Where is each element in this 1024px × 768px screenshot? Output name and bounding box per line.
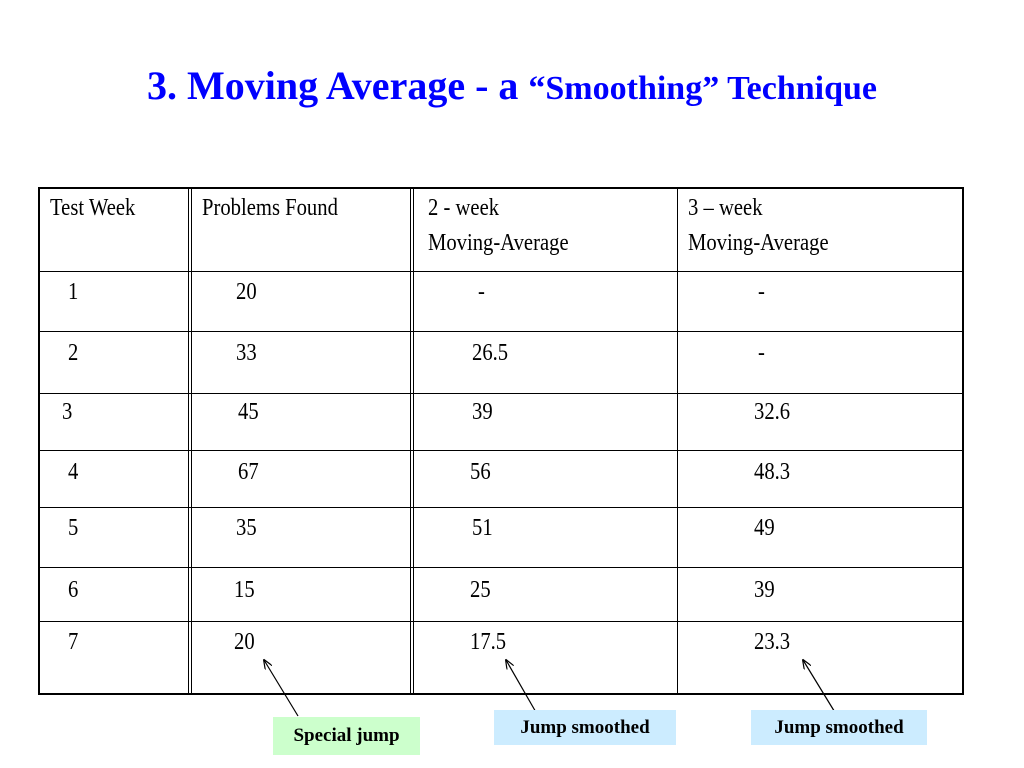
cell-2-week-avg: 26.5	[472, 340, 509, 366]
row-divider	[40, 331, 962, 332]
jump-smoothed-callout-3-week: Jump smoothed	[751, 710, 927, 745]
cell-problems: 20	[236, 279, 257, 305]
column-divider	[410, 189, 414, 693]
cell-problems: 45	[238, 399, 259, 425]
jump-smoothed-callout-2-week: Jump smoothed	[494, 710, 676, 745]
special-jump-callout: Special jump	[273, 717, 420, 755]
row-divider	[40, 621, 962, 622]
cell-3-week-avg: 48.3	[754, 459, 791, 485]
header-3-week-moving-average: 3 – week Moving-Average	[688, 195, 829, 256]
cell-2-week-avg: 17.5	[470, 629, 507, 655]
cell-3-week-avg: -	[758, 340, 765, 366]
column-divider	[677, 189, 678, 693]
cell-problems: 33	[236, 340, 257, 366]
column-divider	[188, 189, 192, 693]
cell-3-week-avg: 39	[754, 577, 775, 603]
cell-3-week-avg: 49	[754, 515, 775, 541]
cell-2-week-avg: 51	[472, 515, 493, 541]
cell-3-week-avg: -	[758, 279, 765, 305]
cell-3-week-avg: 23.3	[754, 629, 791, 655]
header-test-week: Test Week	[50, 195, 136, 221]
slide-title-sub: “Smoothing” Technique	[528, 70, 878, 107]
row-divider	[40, 567, 962, 568]
cell-problems: 20	[234, 629, 255, 655]
header-2-week-moving-average: 2 - week Moving-Average	[428, 195, 569, 256]
cell-week: 4	[68, 459, 79, 485]
cell-week: 7	[68, 629, 79, 655]
cell-week: 3	[62, 399, 73, 425]
cell-problems: 67	[238, 459, 259, 485]
row-divider	[40, 393, 962, 394]
row-divider	[40, 450, 962, 451]
header-problems-found: Problems Found	[202, 195, 338, 221]
slide-title: 3. Moving Average - a “Smoothing” Techni…	[0, 62, 1024, 109]
cell-2-week-avg: -	[478, 279, 485, 305]
cell-problems: 35	[236, 515, 257, 541]
cell-3-week-avg: 32.6	[754, 399, 791, 425]
cell-week: 6	[68, 577, 79, 603]
moving-average-table: Test Week Problems Found 2 - week Moving-…	[38, 187, 964, 695]
slide-title-main: 3. Moving Average - a	[146, 63, 529, 108]
cell-week: 1	[68, 279, 79, 305]
row-divider	[40, 507, 962, 508]
cell-problems: 15	[234, 577, 255, 603]
row-divider	[40, 271, 962, 272]
cell-2-week-avg: 25	[470, 577, 491, 603]
cell-week: 2	[68, 340, 79, 366]
cell-2-week-avg: 39	[472, 399, 493, 425]
cell-2-week-avg: 56	[470, 459, 491, 485]
cell-week: 5	[68, 515, 79, 541]
